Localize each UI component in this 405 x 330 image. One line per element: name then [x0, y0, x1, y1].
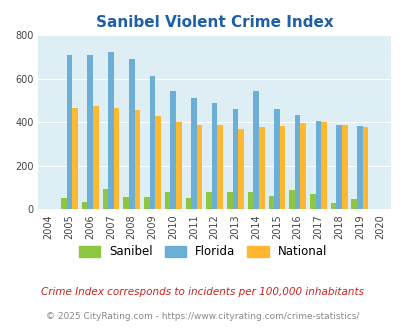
Bar [149, 76, 155, 210]
Bar [196, 125, 202, 210]
Bar [309, 194, 315, 210]
Bar [66, 55, 72, 210]
Bar [155, 116, 160, 210]
Legend: Sanibel, Florida, National: Sanibel, Florida, National [74, 241, 331, 263]
Bar [191, 98, 196, 210]
Bar [129, 59, 134, 210]
Bar [123, 197, 129, 210]
Bar [185, 198, 191, 210]
Bar [300, 123, 305, 210]
Bar [93, 106, 98, 210]
Bar [356, 126, 362, 210]
Bar [108, 52, 113, 210]
Bar [175, 122, 181, 210]
Bar [206, 192, 211, 210]
Bar [164, 192, 170, 210]
Bar [335, 125, 341, 210]
Bar [217, 125, 222, 210]
Text: Crime Index corresponds to incidents per 100,000 inhabitants: Crime Index corresponds to incidents per… [41, 287, 364, 297]
Bar [113, 108, 119, 210]
Bar [82, 202, 87, 210]
Bar [238, 129, 243, 210]
Bar [258, 127, 264, 210]
Bar [273, 109, 279, 210]
Bar [102, 189, 108, 210]
Bar [247, 192, 253, 210]
Bar [315, 121, 320, 210]
Bar [72, 108, 78, 210]
Bar [330, 203, 335, 210]
Bar [288, 190, 294, 210]
Bar [87, 55, 93, 210]
Title: Sanibel Violent Crime Index: Sanibel Violent Crime Index [96, 15, 333, 30]
Bar [279, 126, 285, 210]
Bar [61, 198, 66, 210]
Bar [170, 91, 175, 210]
Bar [294, 115, 300, 210]
Bar [341, 125, 347, 210]
Bar [351, 199, 356, 210]
Bar [232, 109, 238, 210]
Bar [320, 122, 326, 210]
Bar [226, 192, 232, 210]
Bar [144, 197, 149, 210]
Text: © 2025 CityRating.com - https://www.cityrating.com/crime-statistics/: © 2025 CityRating.com - https://www.city… [46, 312, 359, 321]
Bar [362, 126, 367, 210]
Bar [268, 196, 273, 210]
Bar [134, 111, 140, 210]
Bar [211, 103, 217, 210]
Bar [253, 91, 258, 210]
